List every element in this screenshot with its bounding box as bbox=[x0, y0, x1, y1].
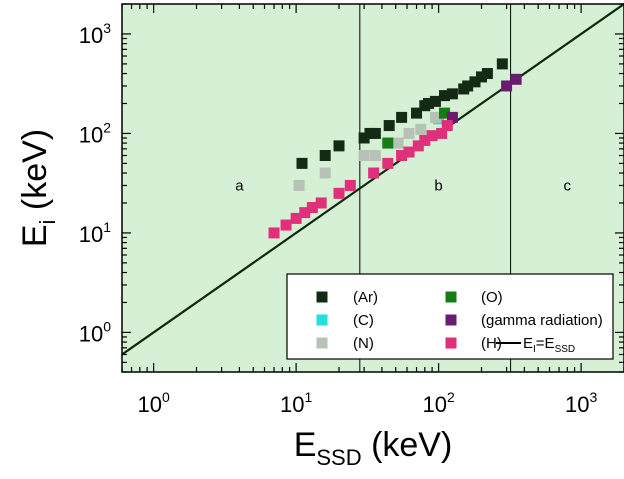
data-point bbox=[496, 58, 508, 70]
y-tick-labels: 100 101 102 103 bbox=[79, 20, 111, 346]
data-point bbox=[446, 88, 458, 100]
legend-label: (C) bbox=[353, 312, 374, 329]
legend-marker bbox=[445, 314, 457, 326]
data-point bbox=[382, 157, 394, 169]
data-point bbox=[501, 80, 513, 92]
data-point bbox=[439, 107, 451, 119]
data-point bbox=[299, 207, 311, 219]
data-point bbox=[290, 212, 302, 224]
data-point bbox=[306, 202, 318, 214]
y-axis-title: Ei (keV) bbox=[16, 129, 60, 247]
data-point bbox=[423, 97, 435, 109]
region-label: c bbox=[564, 177, 572, 194]
x-tick-labels: 100 101 102 103 bbox=[137, 389, 597, 417]
region-label: b bbox=[434, 177, 442, 194]
x-axis-title: ESSD (keV) bbox=[294, 426, 453, 470]
data-point bbox=[369, 127, 381, 139]
data-point bbox=[403, 127, 415, 139]
equality-reference-line bbox=[121, 3, 624, 356]
legend-label: (gamma radiation) bbox=[481, 312, 603, 329]
legend-marker bbox=[445, 291, 457, 303]
region-label: a bbox=[235, 177, 244, 194]
y-tick-label: 103 bbox=[79, 20, 111, 48]
y-tick-label: 101 bbox=[79, 219, 111, 247]
x-tick-label: 100 bbox=[137, 389, 169, 417]
data-point bbox=[358, 150, 370, 162]
plot-frame bbox=[121, 3, 624, 373]
x-tick-label: 101 bbox=[280, 389, 312, 417]
data-point bbox=[396, 150, 408, 162]
data-point bbox=[412, 140, 424, 152]
data-point bbox=[344, 179, 356, 191]
data-point bbox=[383, 120, 395, 132]
series-markers bbox=[446, 73, 522, 123]
series-markers bbox=[296, 58, 508, 169]
legend-marker bbox=[316, 291, 328, 303]
data-point bbox=[268, 227, 280, 239]
data-point bbox=[280, 219, 292, 231]
axis-ticks bbox=[121, 3, 624, 373]
data-point bbox=[382, 137, 394, 149]
legend-label: EI=ESSD bbox=[523, 335, 575, 355]
legend-label: (Ar) bbox=[353, 289, 378, 306]
data-point bbox=[358, 132, 370, 144]
data-point bbox=[439, 90, 451, 102]
data-markers bbox=[268, 58, 522, 239]
y-tick-label: 102 bbox=[79, 119, 111, 147]
data-point bbox=[436, 127, 448, 139]
data-point bbox=[392, 137, 404, 149]
data-point bbox=[333, 187, 345, 199]
legend-label: (N) bbox=[353, 335, 374, 352]
legend-marker bbox=[316, 314, 328, 326]
x-tick-label: 103 bbox=[565, 389, 597, 417]
data-point bbox=[429, 111, 441, 123]
y-tick-label: 100 bbox=[79, 318, 111, 346]
legend-marker bbox=[445, 337, 457, 349]
legend: (Ar) (C) (N) (O) (gamma radiation) (H) EI=ESSD bbox=[286, 273, 614, 360]
series-markers bbox=[268, 120, 453, 239]
data-point bbox=[429, 95, 441, 107]
data-point bbox=[369, 150, 381, 162]
data-point bbox=[446, 111, 458, 123]
data-point bbox=[419, 134, 431, 146]
x-tick-label: 102 bbox=[422, 389, 454, 417]
legend-label: (H) bbox=[481, 335, 502, 352]
data-point bbox=[476, 71, 488, 83]
data-point bbox=[296, 157, 308, 169]
series-markers bbox=[382, 107, 451, 149]
data-point bbox=[396, 111, 408, 123]
region-labels: a b c bbox=[235, 177, 571, 194]
data-point bbox=[426, 130, 438, 142]
data-point bbox=[411, 107, 423, 119]
data-point bbox=[462, 80, 474, 92]
legend-marker bbox=[316, 337, 328, 349]
data-point bbox=[319, 167, 331, 179]
data-point bbox=[315, 197, 327, 209]
legend-label: (O) bbox=[481, 289, 503, 306]
data-point bbox=[469, 76, 481, 88]
data-point bbox=[403, 146, 415, 158]
data-point bbox=[293, 179, 305, 191]
data-point bbox=[319, 150, 331, 162]
data-point bbox=[441, 120, 453, 132]
data-point bbox=[510, 73, 522, 85]
data-point bbox=[368, 167, 380, 179]
data-point bbox=[415, 123, 427, 135]
data-point bbox=[481, 68, 493, 80]
data-point bbox=[333, 140, 345, 152]
